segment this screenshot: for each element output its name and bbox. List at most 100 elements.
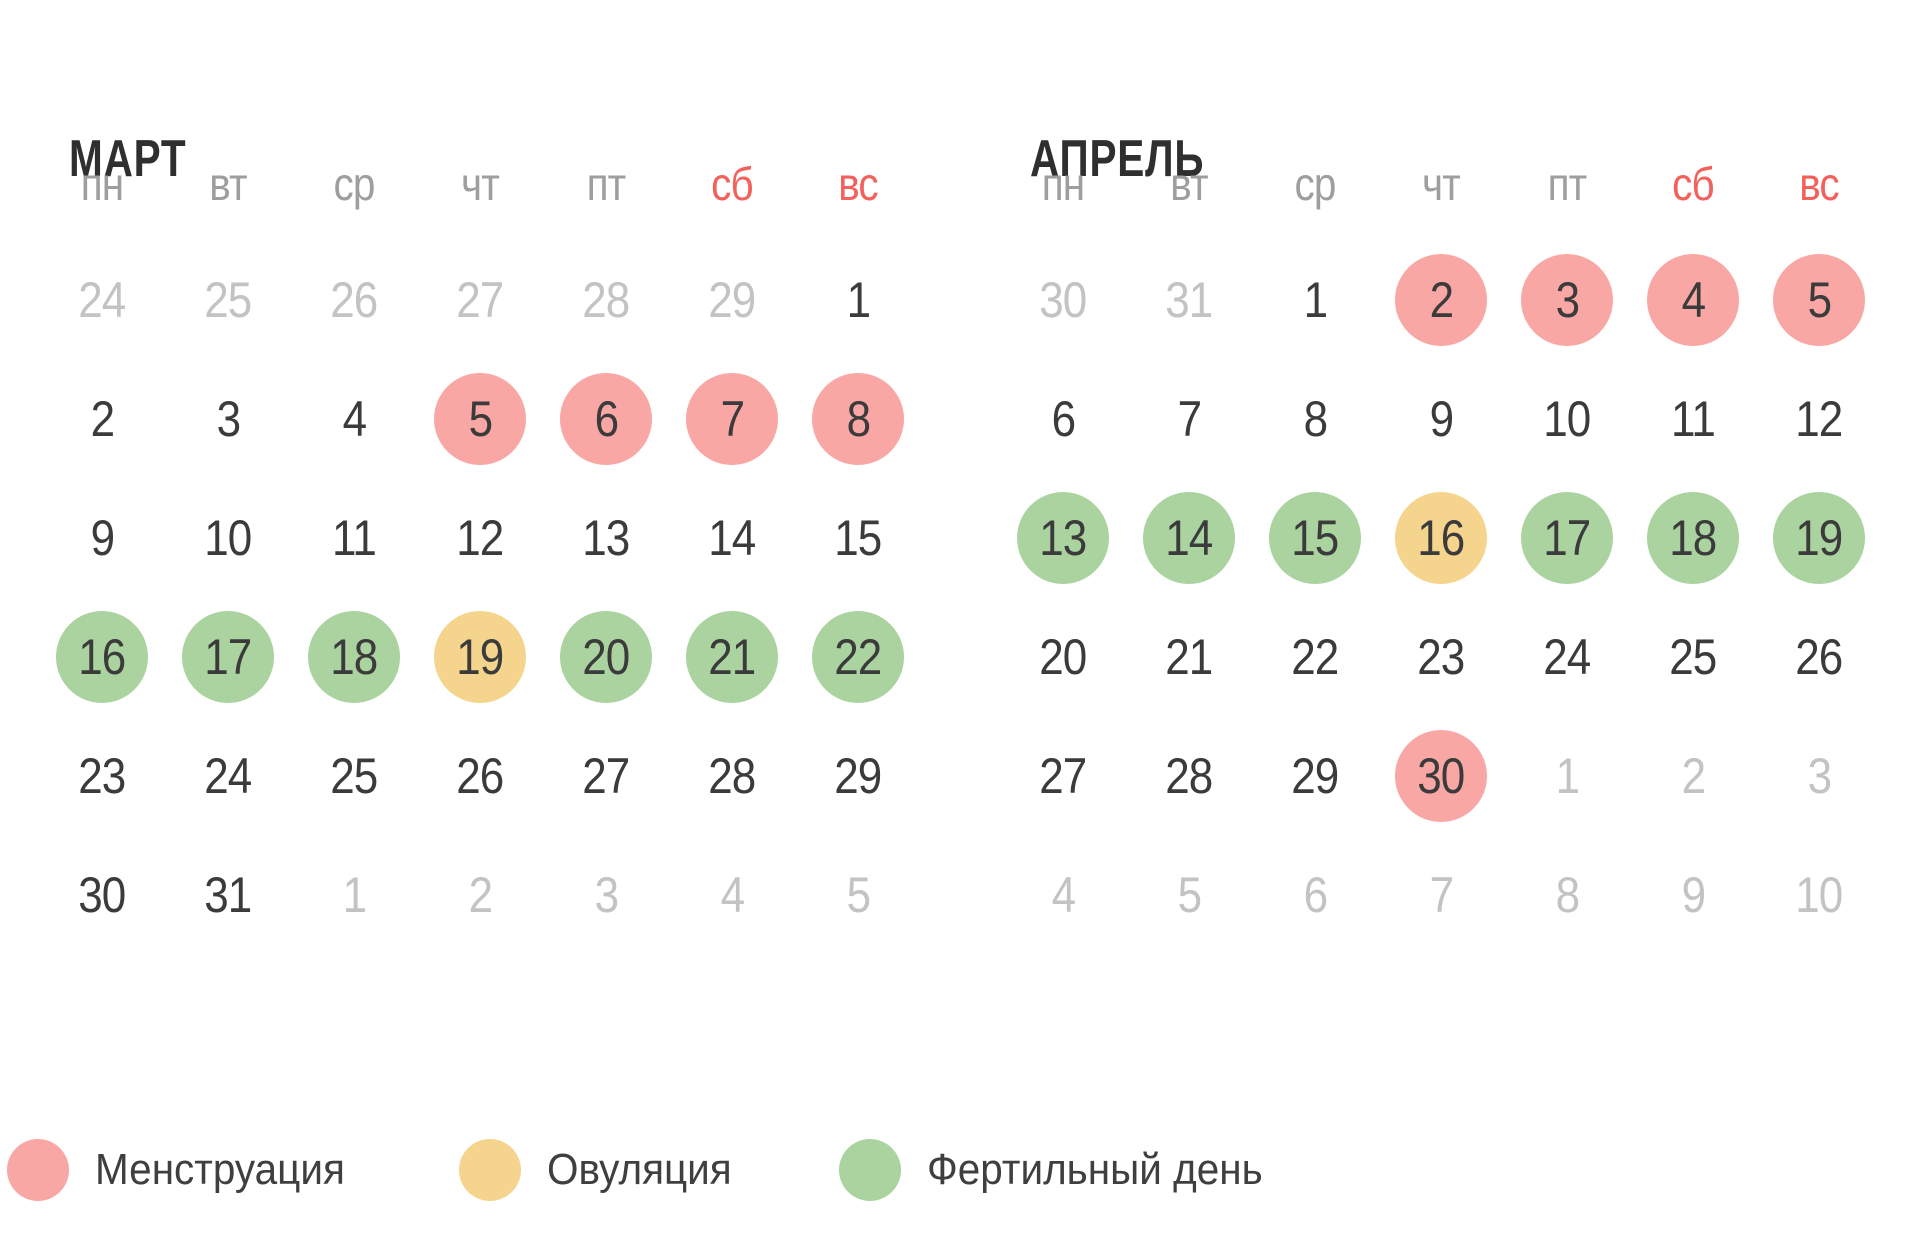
day-cell: 3 [1756, 716, 1882, 835]
day-cell: 13 [1000, 478, 1126, 597]
day-number: 18 [330, 628, 378, 685]
day-cell: 15 [795, 478, 921, 597]
day-circle-fertile: 17 [1521, 491, 1613, 584]
day-cell: 10 [1504, 359, 1630, 478]
day-cell: 1 [795, 240, 921, 359]
day-number: 6 [1051, 390, 1075, 447]
day-circle-fertile: 19 [1773, 491, 1865, 584]
weekday-label: вс [838, 158, 878, 210]
day-cell: 8 [1504, 835, 1630, 954]
day-number: 2 [90, 390, 114, 447]
day-number: 9 [1681, 866, 1705, 923]
day-number: 31 [204, 866, 252, 923]
week-row: 30 31 1 2 3 4 5 [1000, 240, 1882, 359]
day-number: 6 [594, 390, 618, 447]
day-number: 19 [456, 628, 504, 685]
day-cell: 10 [165, 478, 291, 597]
day-cell: 19 [417, 597, 543, 716]
day-number: 30 [1417, 747, 1465, 804]
weekday-header-row: пн вт ср чт пт сб вс [39, 158, 921, 210]
day-circle-menstruation: 8 [812, 372, 904, 465]
day-number: 14 [708, 509, 756, 566]
day-circle-fertile: 18 [308, 610, 400, 703]
day-cell: 10 [1756, 835, 1882, 954]
day-cell: 2 [1630, 716, 1756, 835]
weekday-label: ср [1294, 158, 1336, 210]
day-number: 5 [846, 866, 870, 923]
weekday-label: пн [1041, 158, 1085, 210]
day-number: 17 [204, 628, 252, 685]
day-circle-ovulation: 19 [434, 610, 526, 703]
legend-label: Фертильный день [927, 1145, 1263, 1194]
legend-label: Менструация [95, 1145, 345, 1194]
day-number: 12 [456, 509, 504, 566]
day-number: 9 [1429, 390, 1453, 447]
day-number: 19 [1795, 509, 1843, 566]
day-number: 22 [1291, 628, 1339, 685]
day-number: 25 [204, 271, 252, 328]
day-cell: 26 [1756, 597, 1882, 716]
day-number: 7 [1177, 390, 1201, 447]
day-number: 17 [1543, 509, 1591, 566]
day-cell: 6 [1252, 835, 1378, 954]
day-cell: 1 [1252, 240, 1378, 359]
day-cell: 15 [1252, 478, 1378, 597]
day-circle-fertile: 22 [812, 610, 904, 703]
day-number: 8 [1555, 866, 1579, 923]
day-number: 29 [834, 747, 882, 804]
day-cell: 20 [543, 597, 669, 716]
day-number: 31 [1165, 271, 1213, 328]
month-grid: 24 25 26 27 28 29 1 2 3 4 5 6 7 8 9 10 11 12 13 14 15 16 17 18 1… [39, 240, 921, 954]
day-cell: 28 [543, 240, 669, 359]
day-number: 2 [468, 866, 492, 923]
day-number: 8 [846, 390, 870, 447]
day-cell: 18 [291, 597, 417, 716]
day-cell: 2 [1378, 240, 1504, 359]
day-cell: 27 [417, 240, 543, 359]
day-number: 18 [1669, 509, 1717, 566]
day-cell: 29 [669, 240, 795, 359]
ovulation-legend-dot [459, 1139, 521, 1201]
day-number: 26 [456, 747, 504, 804]
day-number: 3 [594, 866, 618, 923]
day-cell: 20 [1000, 597, 1126, 716]
day-cell: 7 [1126, 359, 1252, 478]
week-row: 23 24 25 26 27 28 29 [39, 716, 921, 835]
day-number: 6 [1303, 866, 1327, 923]
day-number: 28 [1165, 747, 1213, 804]
week-row: 4 5 6 7 8 9 10 [1000, 835, 1882, 954]
weekday-label: чт [1422, 158, 1461, 210]
day-number: 2 [1681, 747, 1705, 804]
day-cell: 5 [795, 835, 921, 954]
day-cell: 22 [795, 597, 921, 716]
day-cell: 28 [1126, 716, 1252, 835]
menstruation-legend-dot [7, 1139, 69, 1201]
day-cell: 11 [291, 478, 417, 597]
day-cell: 24 [39, 240, 165, 359]
day-cell: 30 [39, 835, 165, 954]
day-number: 27 [582, 747, 630, 804]
legend-item-ovulation: Овуляция [459, 1139, 748, 1201]
day-number: 26 [330, 271, 378, 328]
day-cell: 14 [669, 478, 795, 597]
week-row: 2 3 4 5 6 7 8 [39, 359, 921, 478]
day-cell: 23 [39, 716, 165, 835]
day-circle-fertile: 18 [1647, 491, 1739, 584]
day-number: 21 [708, 628, 756, 685]
day-number: 4 [342, 390, 366, 447]
day-circle-menstruation: 6 [560, 372, 652, 465]
day-number: 12 [1795, 390, 1843, 447]
day-cell: 6 [1000, 359, 1126, 478]
day-circle-ovulation: 16 [1395, 491, 1487, 584]
day-number: 29 [1291, 747, 1339, 804]
day-number: 13 [1039, 509, 1087, 566]
day-cell: 21 [1126, 597, 1252, 716]
day-circle-menstruation: 30 [1395, 729, 1487, 822]
day-cell: 29 [795, 716, 921, 835]
day-number: 5 [1177, 866, 1201, 923]
day-cell: 30 [1000, 240, 1126, 359]
day-number: 15 [834, 509, 882, 566]
day-number: 15 [1291, 509, 1339, 566]
day-cell: 24 [1504, 597, 1630, 716]
day-cell: 6 [543, 359, 669, 478]
